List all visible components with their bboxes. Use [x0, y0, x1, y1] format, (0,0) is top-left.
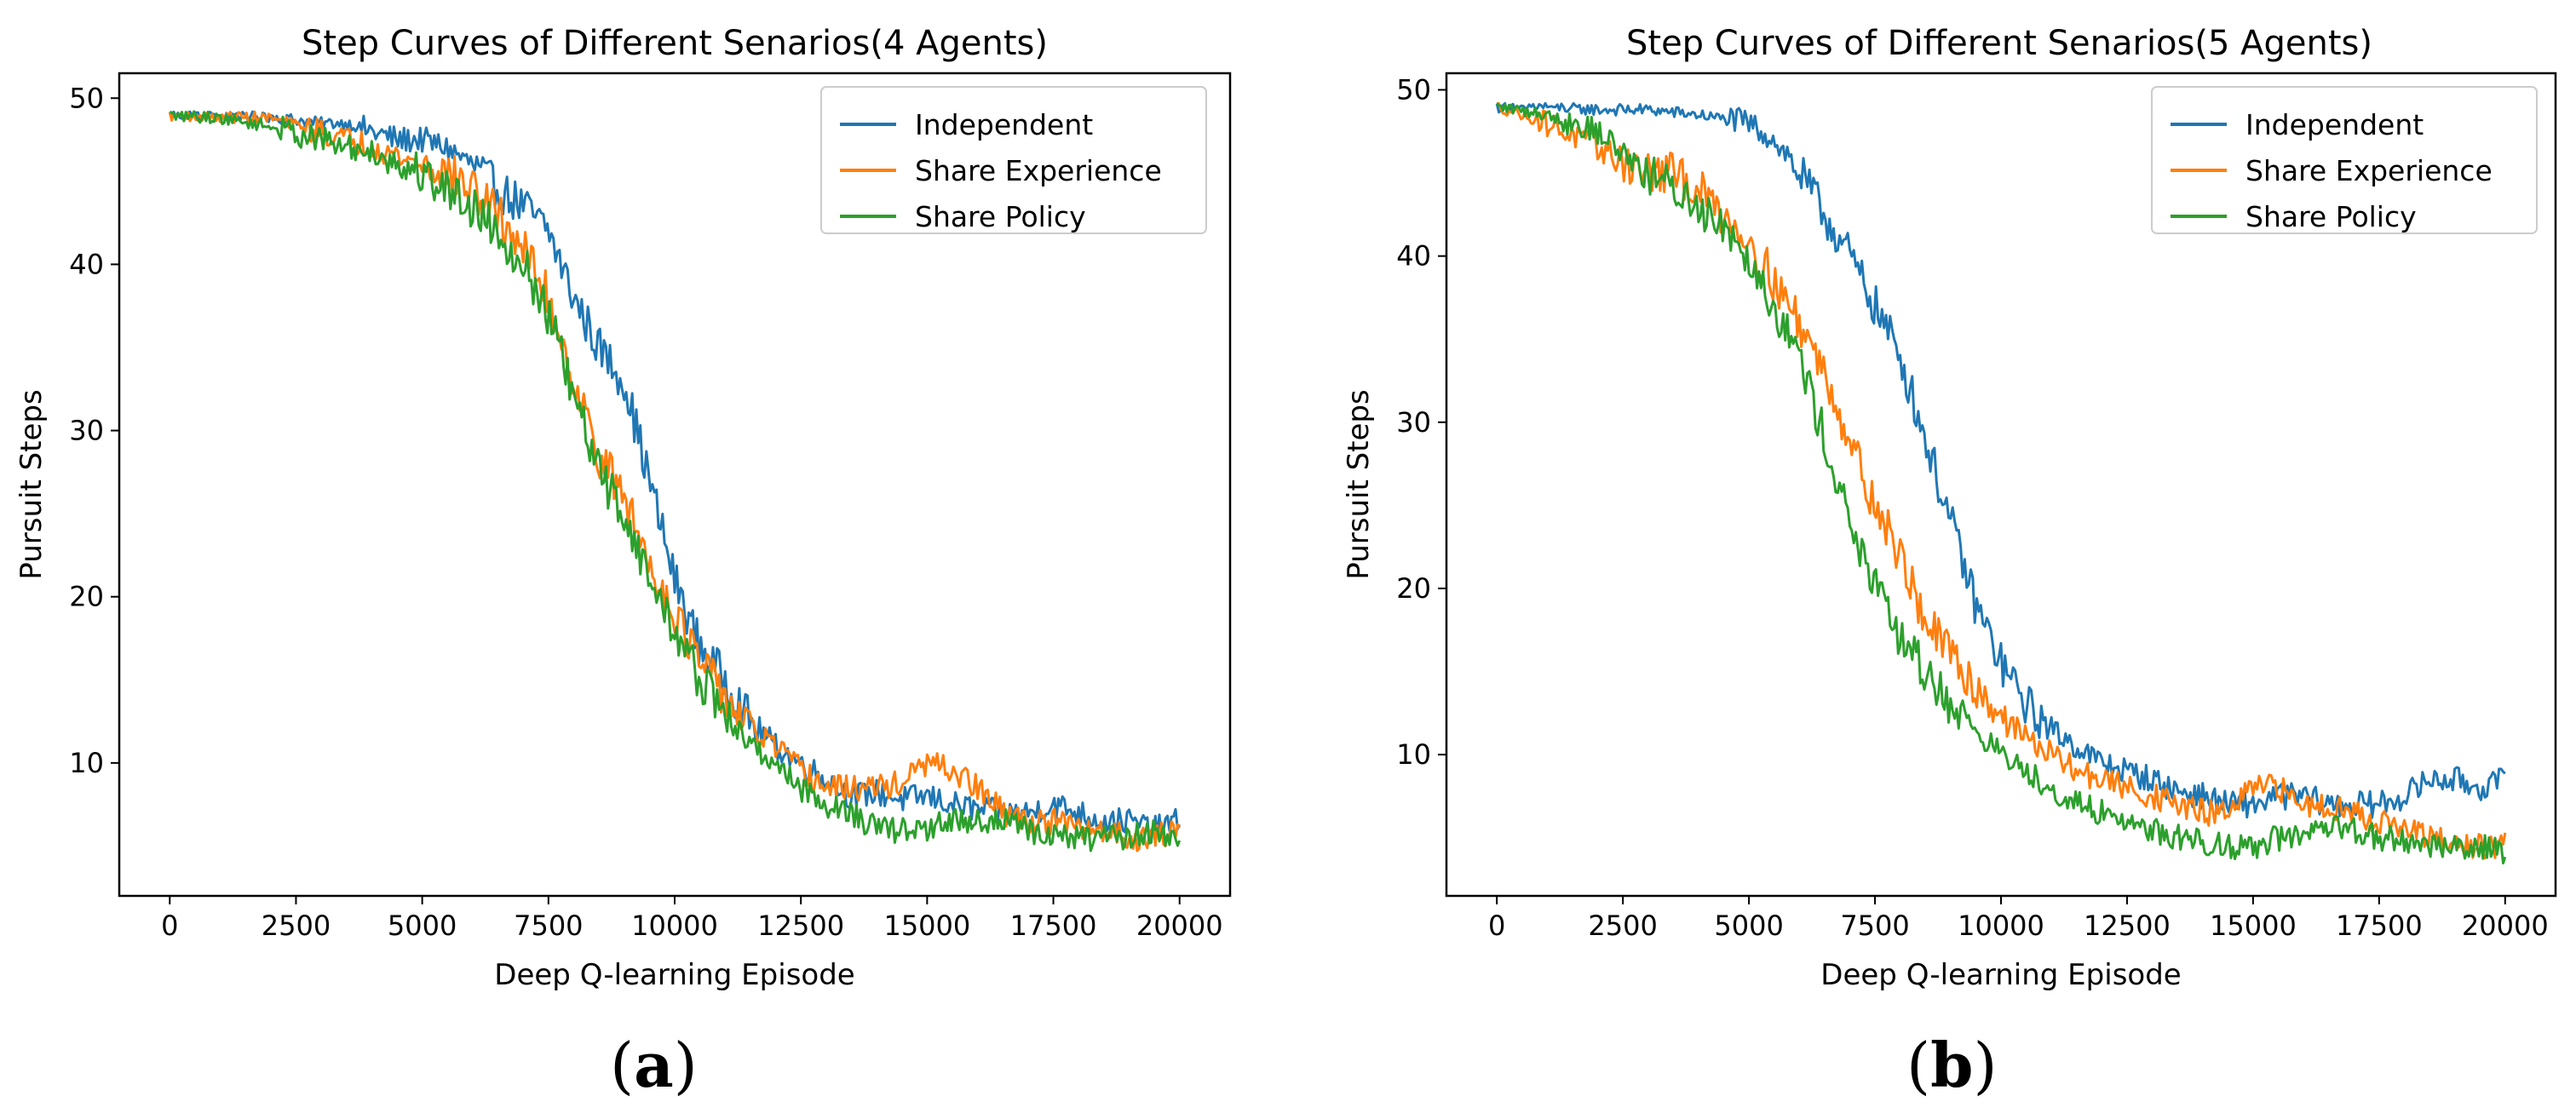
y-axis-label: Pursuit Steps — [1342, 389, 1376, 579]
x-tick-label: 10000 — [1958, 910, 2044, 942]
y-tick-label: 30 — [69, 415, 104, 447]
x-tick-label: 10000 — [631, 910, 718, 942]
y-tick-label: 20 — [69, 581, 104, 613]
x-tick-label: 0 — [161, 910, 178, 942]
legend-label: Share Policy — [2245, 200, 2417, 233]
x-axis: 0 2500 5000 7500 10000 12500 15000 17500 20000 — [161, 896, 1223, 942]
y-tick-label: 10 — [69, 747, 104, 779]
x-tick-label: 15000 — [883, 910, 970, 942]
series-lines — [168, 110, 1182, 852]
x-tick-label: 7500 — [514, 910, 583, 942]
x-tick-label: 20000 — [1136, 910, 1223, 942]
legend-box — [2151, 86, 2538, 234]
y-tick-label: 10 — [1396, 738, 1431, 771]
y-tick-label: 50 — [1396, 74, 1431, 106]
chart-title: Step Curves of Different Senarios(4 Agen… — [302, 24, 1048, 63]
y-tick-label: 20 — [1396, 572, 1431, 605]
series-line-share-policy — [169, 110, 1182, 852]
x-tick-label: 17500 — [1010, 910, 1097, 942]
legend-label: Share Policy — [915, 200, 1086, 233]
legend: Independent Share Experience Share Policy — [2151, 86, 2538, 234]
x-tick-label: 2500 — [1588, 910, 1657, 942]
series-line-share-policy — [1496, 102, 2507, 865]
x-axis-label: Deep Q-learning Episode — [1820, 958, 2181, 992]
y-axis: 10 20 30 40 50 — [69, 82, 119, 779]
x-tick-label: 12500 — [757, 910, 844, 942]
y-tick-label: 40 — [1396, 240, 1431, 273]
y-tick-label: 50 — [69, 82, 104, 114]
series-line-independent — [1495, 101, 2506, 819]
legend-label: Share Experience — [2245, 154, 2493, 187]
x-tick-label: 15000 — [2210, 910, 2297, 942]
x-tick-label: 5000 — [388, 910, 457, 942]
x-tick-label: 20000 — [2462, 910, 2549, 942]
x-tick-label: 5000 — [1714, 910, 1783, 942]
panel-caption: (b) — [1906, 1029, 1998, 1101]
x-tick-label: 2500 — [262, 910, 331, 942]
chart-panel-a: Step Curves of Different Senarios(4 Agen… — [14, 24, 1232, 1101]
panel-caption: (a) — [610, 1029, 698, 1101]
x-axis: 0 2500 5000 7500 10000 12500 15000 17500 20000 — [1488, 896, 2549, 942]
legend-label: Share Experience — [915, 154, 1162, 187]
legend-box — [820, 86, 1207, 234]
y-axis-label: Pursuit Steps — [14, 389, 49, 579]
x-tick-label: 12500 — [2084, 910, 2171, 942]
x-tick-label: 7500 — [1840, 910, 1909, 942]
legend-label: Independent — [2245, 108, 2424, 141]
y-axis: 10 20 30 40 50 — [1396, 74, 1446, 771]
x-axis-label: Deep Q-learning Episode — [494, 958, 854, 992]
x-tick-label: 17500 — [2336, 910, 2423, 942]
x-tick-label: 0 — [1488, 910, 1505, 942]
chart-title: Step Curves of Different Senarios(5 Agen… — [1626, 24, 2372, 63]
legend-label: Independent — [915, 108, 1093, 141]
y-tick-label: 40 — [69, 248, 104, 280]
y-tick-label: 30 — [1396, 406, 1431, 439]
series-lines — [1495, 101, 2507, 865]
chart-panel-b: Step Curves of Different Senarios(5 Agen… — [1342, 24, 2557, 1101]
legend: Independent Share Experience Share Policy — [820, 86, 1207, 234]
